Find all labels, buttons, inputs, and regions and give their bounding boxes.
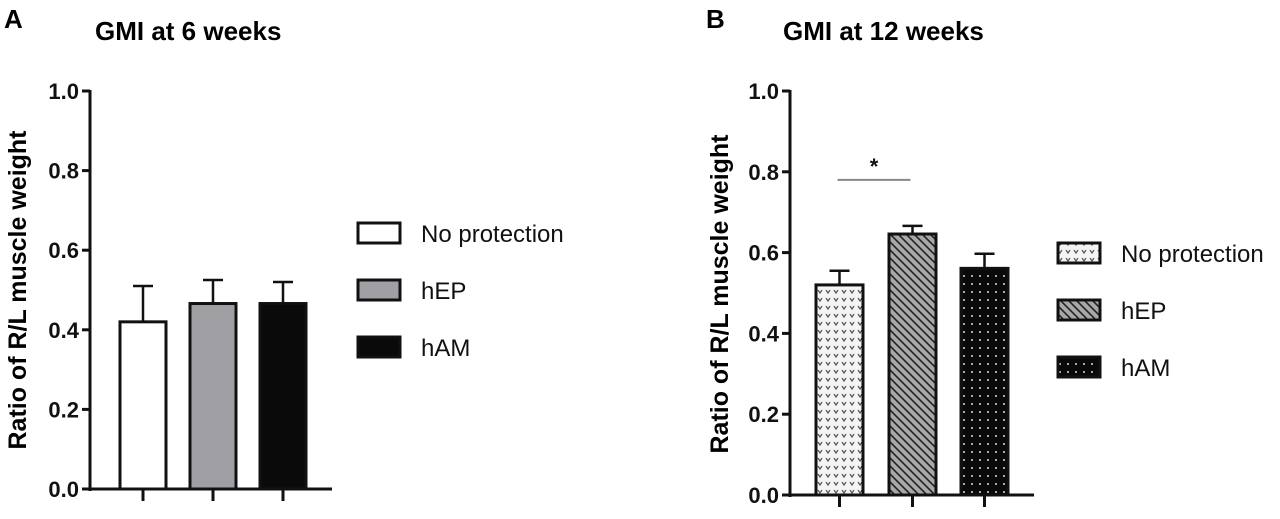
panel-a: A GMI at 6 weeks Ratio of R/L muscle wei… [4,4,564,502]
y-tick-label: 0.2 [48,397,79,422]
legend-swatch [1056,298,1102,322]
panel-label: A [4,4,23,34]
y-tick-label: 0.0 [48,477,79,502]
legend-swatch [1056,355,1102,379]
y-tick-label: 0.4 [48,318,79,343]
legend-label: hAM [1121,355,1170,382]
y-tick-label: 0.8 [48,159,79,184]
y-tick-label: 1.0 [48,79,79,104]
legend-swatch [1056,241,1102,265]
legend-label: hEP [1121,298,1166,325]
y-tick-label: 0.2 [748,402,779,427]
y-axis-label: Ratio of R/L muscle weight [4,130,32,450]
chart-title: GMI at 12 weeks [783,16,984,46]
y-tick-label: 0.0 [748,483,779,508]
bar-ham [959,266,1010,497]
panel-b: B GMI at 12 weeks Ratio of R/L muscle we… [706,4,1264,508]
panel-label: B [706,4,725,34]
y-axis-label: Ratio of R/L muscle weight [706,134,734,454]
bar-no-protection [118,320,168,491]
legend-swatch [356,278,402,302]
y-tick-label: 0.8 [748,160,779,185]
legend-label: No protection [421,221,564,248]
chart-title: GMI at 6 weeks [95,16,281,46]
legend-label: No protection [1121,241,1264,268]
legend-label: hAM [421,335,470,362]
bar-ham [258,302,308,491]
significance-star: * [870,154,879,179]
legend-swatch [356,221,402,245]
legend-swatch [356,335,402,359]
y-tick-label: 0.4 [748,321,779,346]
bar-hep [887,232,938,497]
y-tick-label: 1.0 [748,79,779,104]
y-tick-label: 0.6 [748,241,779,266]
bar-hep [188,302,238,491]
bar-no-protection [814,283,865,497]
legend-label: hEP [421,278,466,305]
y-tick-label: 0.6 [48,238,79,263]
